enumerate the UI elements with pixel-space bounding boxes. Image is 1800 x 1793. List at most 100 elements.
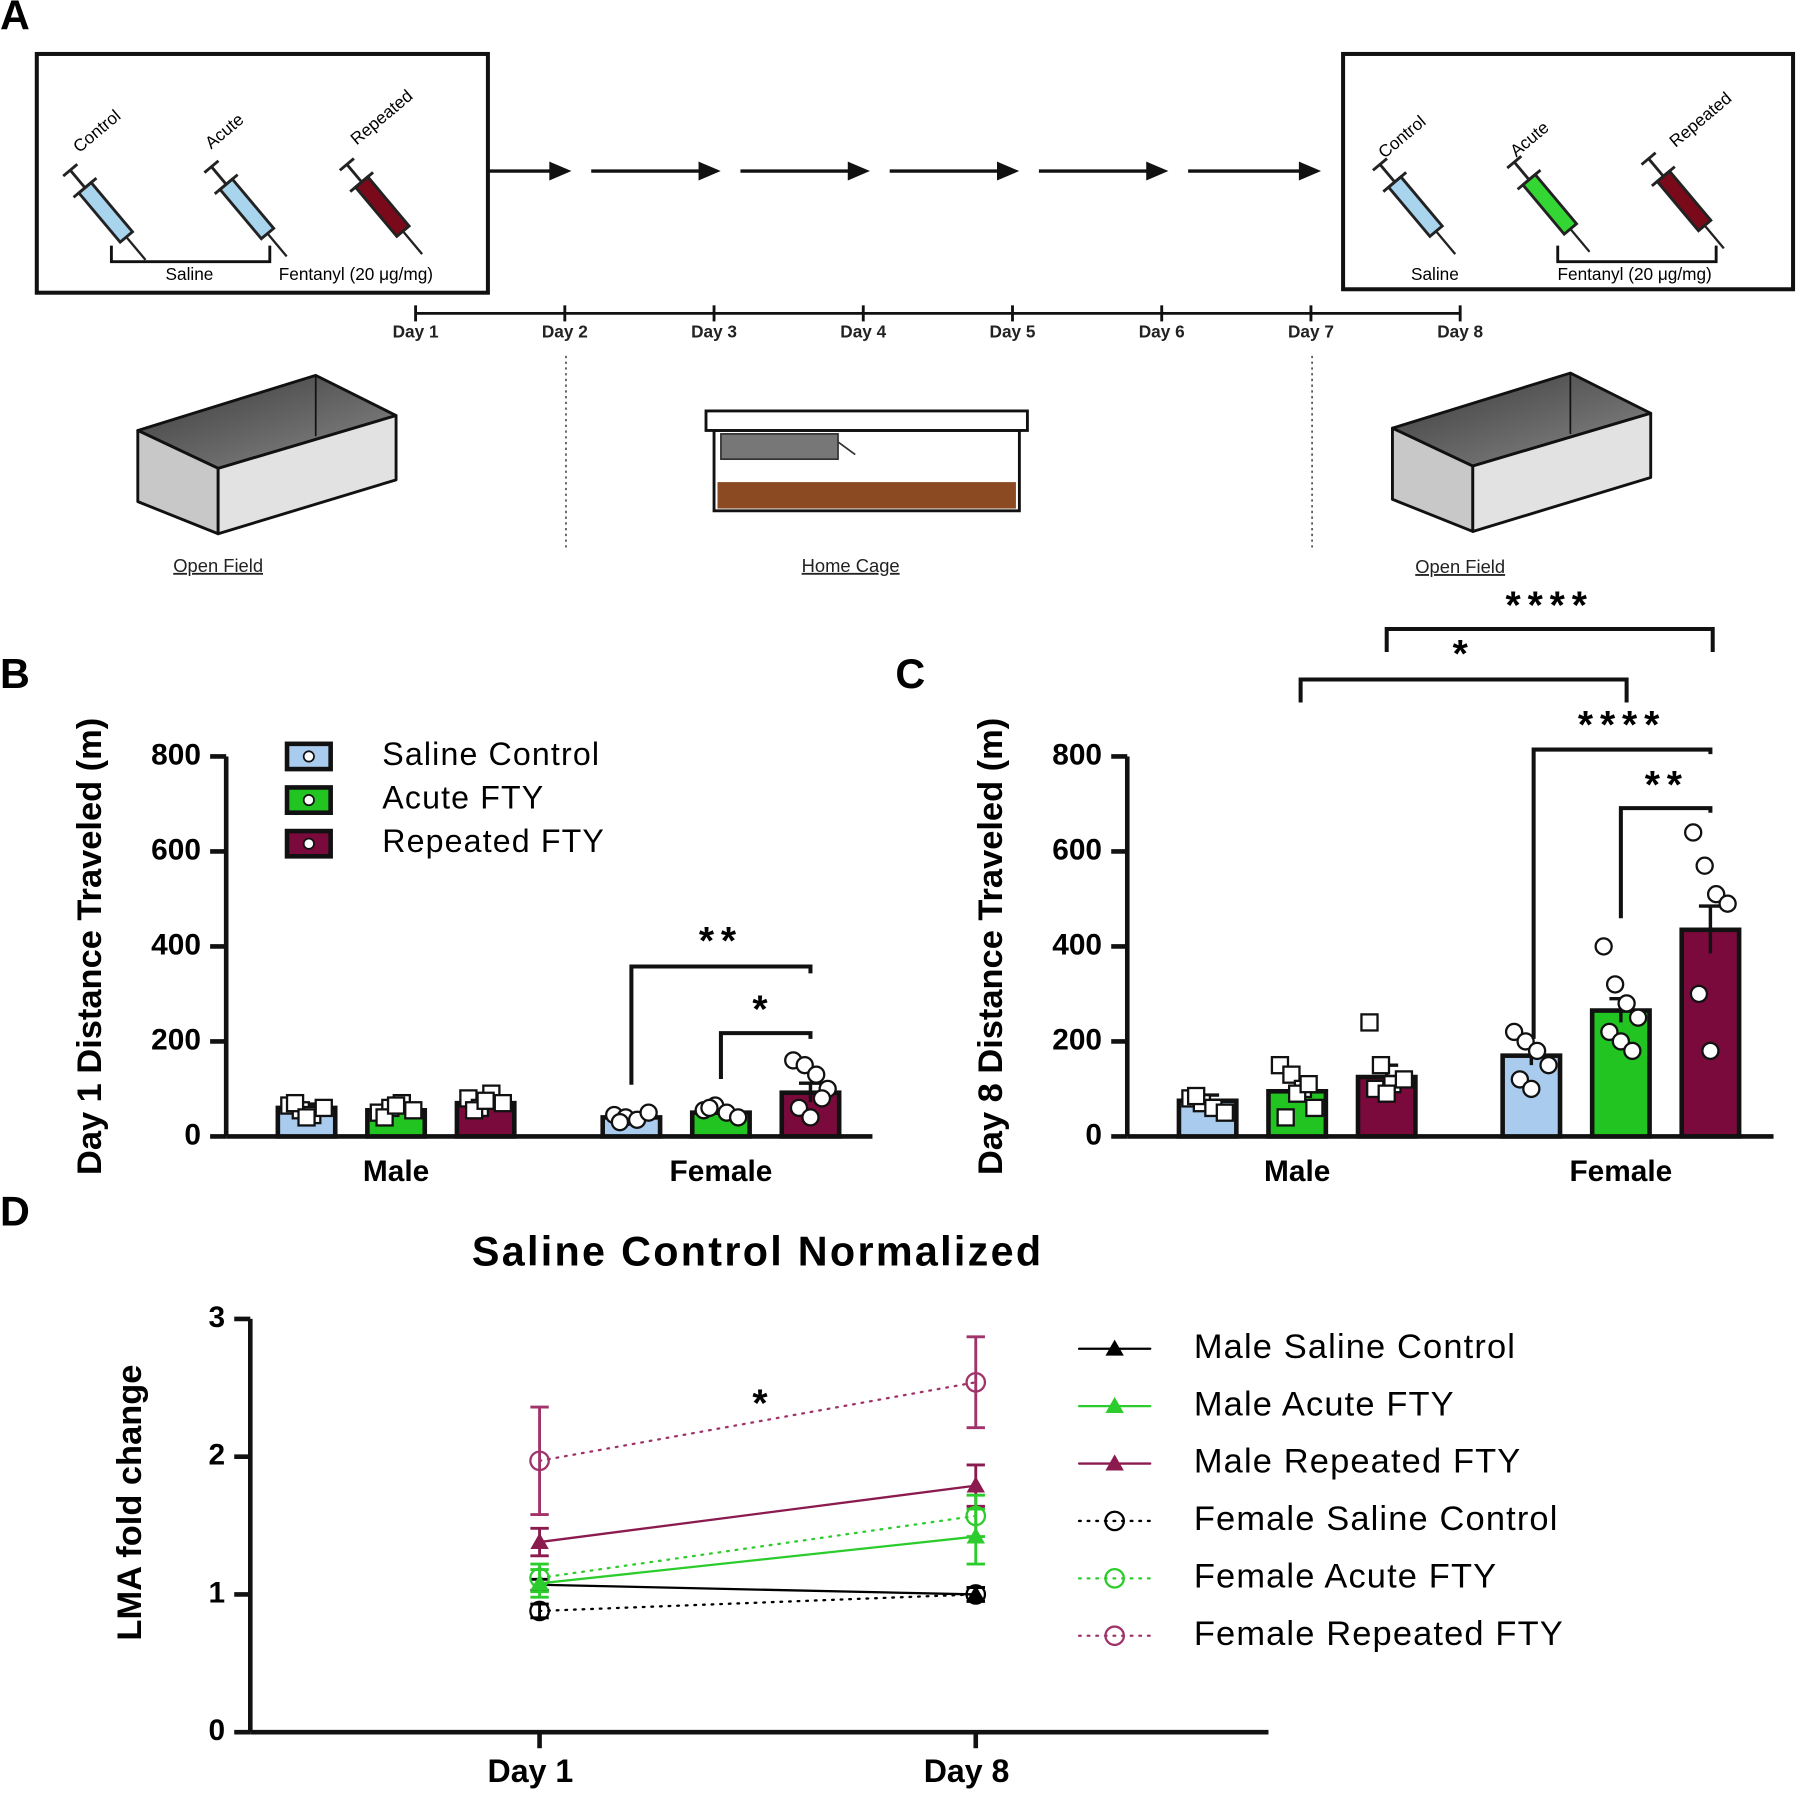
timeline-diagram: Saline Fentanyl (20 μg/mg) Saline Fentan… [34,51,1796,577]
home-cage-icon [704,409,1029,513]
day1-box [34,51,490,295]
bar-chart: 0 200 400 600 800 Day 1 Distance Traveled (m)… [71,718,873,1188]
y-tick-label: 1 [208,1576,225,1609]
series-line [538,1593,977,1613]
error-bar [966,1335,985,1430]
significance-label: * [752,1382,774,1425]
significance-label: **** [1578,704,1666,747]
data-point [966,1476,985,1493]
x-tick-label: Day 8 [924,1753,1010,1789]
y-tick-label: 800 [151,738,201,771]
timeline-ticks: Day 1 Day 2 Day 3 Day 4 Day 5 Day 6 Day 7 Day 8 [393,305,1484,341]
syringe-flange [1650,165,1676,187]
data-point [493,1093,513,1113]
data-point [1215,1103,1235,1122]
syringes [62,151,1725,261]
legend-label: Female Repeated FTY [1194,1615,1564,1653]
legend-label: Male Repeated FTY [1194,1443,1522,1481]
syringe [1640,151,1725,250]
y-tick-label: 0 [208,1714,225,1747]
data-point [1617,994,1636,1013]
significance-label: * [752,989,774,1032]
data-point [1510,1070,1530,1089]
group-label: Control [1374,111,1429,162]
data-point [404,1101,423,1120]
significance-bracket [1531,747,1713,1039]
group-label: Repeated [1665,88,1735,151]
data-point [610,1112,630,1132]
data-point [965,1371,987,1393]
syringe-barrel [76,180,135,245]
data-point [386,1096,406,1115]
syringe-handle [1372,157,1388,172]
syringe-handle [203,159,220,174]
syringe-needle [1569,228,1591,253]
legend-swatch [284,741,333,772]
data-point [639,1103,658,1122]
data-point [1504,1022,1524,1042]
y-tick-label: 600 [1052,833,1102,866]
syringe-handle [338,157,355,172]
data-point [1605,975,1625,994]
series-line [538,1484,977,1544]
data-point [1701,1041,1720,1061]
series-line [538,1514,977,1580]
day8-box [1341,51,1796,292]
data-point [1695,856,1714,875]
day-label: Day 8 [1437,321,1483,341]
significance-bracket [1618,806,1713,919]
series-line [538,1583,977,1596]
data-point [700,1098,719,1118]
data-point [1186,1086,1206,1106]
syringe-plunger [1513,161,1531,181]
day-label: Day 6 [1139,321,1185,341]
syringe-handle [1506,155,1523,170]
legend-label: Male Acute FTY [1194,1385,1455,1423]
error-bar [1698,904,1722,954]
group-label: Acute [201,109,248,153]
series-line [538,1535,977,1585]
panel-label: A [0,0,30,38]
legend-label: Female Acute FTY [1194,1557,1497,1595]
data-point [1594,937,1613,956]
bracket-label: Fentanyl (20 μg/mg) [1557,264,1711,284]
data-point [529,1567,550,1589]
legend-marker [1104,1568,1125,1589]
data-point [965,1584,987,1605]
syringe [62,163,147,261]
syringe-plunger [69,169,87,189]
y-tick-label: 2 [208,1439,225,1472]
data-point [1600,1022,1619,1042]
syringe-needle [1703,224,1725,250]
data-point [1377,1084,1396,1103]
data-point [1706,885,1726,904]
syringe-handle [62,163,79,178]
group-label: Repeated [346,85,416,148]
significance-bracket [629,964,813,1085]
data-point [1394,1070,1414,1089]
brackets [109,245,1718,264]
legend-swatch-dot [302,837,315,850]
x-tick-label: Male [363,1155,429,1188]
open-field-icon [136,373,398,536]
data-point [1276,1108,1295,1127]
day-label: Day 7 [1288,321,1334,341]
legend-swatch-dot [302,750,315,763]
group-label: Acute [1506,117,1553,161]
syringe-flange [1382,171,1408,193]
panel-label: B [0,651,30,697]
data-point [476,1091,495,1110]
syringe [1372,157,1457,255]
arena-label: Open Field [173,555,263,576]
arrows [487,161,1322,181]
y-tick-label: 600 [151,833,201,866]
data-point [529,1450,550,1472]
syringe-barrel [1520,172,1579,237]
significance-label: ** [699,920,743,963]
syringe [338,157,424,255]
syringe-flange [72,177,98,199]
day-label: Day 2 [542,321,588,341]
syringe-plunger [345,163,363,183]
data-point [1282,1065,1301,1084]
